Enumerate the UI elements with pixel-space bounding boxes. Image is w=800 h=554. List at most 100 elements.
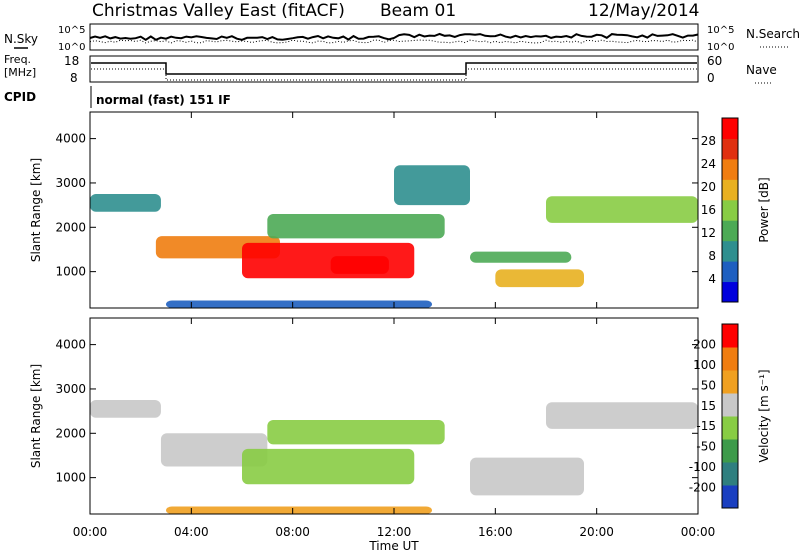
- colorbar-segment: [722, 179, 738, 201]
- x-tick-label: 12:00: [377, 525, 412, 539]
- colorbar-segment: [722, 439, 738, 463]
- nave-tick-high: 60: [707, 54, 722, 68]
- nsearch-trace: [89, 39, 699, 44]
- cpid-text: normal (fast) 151 IF: [96, 93, 231, 107]
- echo-band-0-3: [330, 256, 389, 274]
- echo-band-0-0: [90, 194, 161, 212]
- echo-band-1-1: [160, 433, 268, 467]
- echo-band-1-5: [546, 402, 698, 429]
- freq-tick-high: 18: [64, 54, 79, 68]
- y-tick-label: 2000: [55, 426, 86, 440]
- power-y-axis: 1000 2000 3000 4000: [55, 132, 698, 279]
- y-tick-label: 4000: [55, 338, 86, 352]
- echo-band-0-9: [166, 300, 432, 308]
- cpid-label: CPID: [4, 90, 36, 104]
- frequency-trace: [91, 62, 697, 75]
- noise-tick-right-high: 10^5: [707, 25, 734, 36]
- noise-tick-left-high: 10^5: [58, 25, 85, 36]
- colorbar-segment: [722, 158, 738, 180]
- x-tick-label: 20:00: [579, 525, 614, 539]
- x-tick-label: 00:00: [73, 525, 108, 539]
- colorbar-segment: [722, 220, 738, 242]
- colorbar-segment: [722, 347, 738, 371]
- x-tick-label: 16:00: [478, 525, 513, 539]
- echo-band-1-6: [166, 506, 432, 514]
- time-axis-label: Time UT: [368, 539, 419, 553]
- echo-band-0-6: [470, 251, 572, 263]
- noise-tick-right-low: 10^0: [707, 42, 734, 53]
- colorbar-segment: [722, 240, 738, 262]
- velocity-ylabel: Slant Range [km]: [29, 364, 43, 468]
- colorbar-segment: [722, 281, 738, 303]
- colorbar-tick-label: 8: [708, 249, 716, 263]
- colorbar-tick-label: 24: [701, 157, 716, 171]
- power-colorbar: 4 8 12 16 20 24 28: [701, 117, 739, 303]
- colorbar-tick-label: 200: [693, 337, 716, 351]
- freq-tick-low: 8: [70, 71, 78, 85]
- y-tick-label: 3000: [55, 382, 86, 396]
- y-tick-label: 3000: [55, 176, 86, 190]
- velocity-colorbar-label: Velocity [m s⁻¹]: [757, 369, 771, 462]
- nave-trace: [91, 68, 697, 81]
- figure-title: Christmas Valley East (fitACF): [92, 1, 345, 21]
- time-axis: 00:00 04:00 08:00 12:00 16:00 20:00 00:00: [73, 112, 716, 539]
- colorbar-tick-label: 100: [693, 358, 716, 372]
- echo-band-0-4: [267, 213, 445, 239]
- x-tick-label: 08:00: [275, 525, 310, 539]
- colorbar-segment: [722, 416, 738, 440]
- colorbar-tick-label: 28: [701, 134, 716, 148]
- colorbar-frame: [721, 323, 739, 509]
- colorbar-segment: [722, 324, 738, 348]
- colorbar-tick-label: 4: [708, 272, 716, 286]
- colorbar-tick-label: 16: [701, 203, 716, 217]
- echo-band-1-4: [470, 457, 584, 496]
- nsky-label: N.Sky: [4, 32, 38, 46]
- freq-unit: [MHz]: [4, 66, 36, 79]
- y-tick-label: 4000: [55, 132, 86, 146]
- colorbar-segment: [722, 462, 738, 486]
- power-ylabel: Slant Range [km]: [29, 158, 43, 262]
- colorbar-segment: [722, 393, 738, 417]
- nsky-trace: [89, 32, 699, 41]
- colorbar-tick-label: 20: [701, 180, 716, 194]
- echo-band-1-3: [267, 419, 445, 445]
- colorbar-segment: [722, 261, 738, 283]
- power-plot-area: [90, 165, 698, 308]
- y-tick-label: 1000: [55, 471, 86, 485]
- nave-label: Nave: [746, 63, 777, 77]
- x-tick-label: 04:00: [174, 525, 209, 539]
- echo-band-0-8: [546, 196, 698, 223]
- echo-band-0-5: [394, 165, 470, 206]
- y-tick-label: 2000: [55, 220, 86, 234]
- velocity-y-axis: 1000 2000 3000 4000: [55, 338, 698, 485]
- colorbar-segment: [722, 199, 738, 221]
- beam-label: Beam 01: [380, 1, 456, 21]
- colorbar-segment: [722, 370, 738, 394]
- colorbar-tick-label: 50: [701, 378, 716, 392]
- colorbar-tick-label: 15: [701, 399, 716, 413]
- echo-band-1-0: [90, 400, 161, 418]
- nsearch-label: N.Search: [746, 27, 800, 41]
- colorbar-tick-label: -100: [689, 460, 716, 474]
- date-label: 12/May/2014: [588, 1, 700, 21]
- colorbar-tick-label: -200: [689, 481, 716, 495]
- velocity-colorbar: 200 100 50 15 -15 -50 -100 -200: [689, 323, 739, 509]
- colorbar-frame: [721, 117, 739, 303]
- noise-tick-left-low: 10^0: [58, 42, 85, 53]
- power-colorbar-label: Power [dB]: [757, 177, 771, 242]
- nave-tick-low: 0: [707, 71, 715, 85]
- colorbar-segment: [722, 138, 738, 160]
- colorbar-segment: [722, 118, 738, 139]
- colorbar-segment: [722, 485, 738, 509]
- y-tick-label: 1000: [55, 265, 86, 279]
- colorbar-tick-label: 12: [701, 226, 716, 240]
- echo-band-1-2: [242, 448, 415, 485]
- colorbar-tick-label: -50: [696, 440, 716, 454]
- echo-band-0-7: [495, 269, 584, 288]
- x-tick-label: 00:00: [681, 525, 716, 539]
- freq-label: Freq.: [4, 53, 31, 66]
- colorbar-tick-label: -15: [696, 419, 716, 433]
- freq-panel: [89, 55, 699, 83]
- velocity-plot-area: [90, 400, 698, 514]
